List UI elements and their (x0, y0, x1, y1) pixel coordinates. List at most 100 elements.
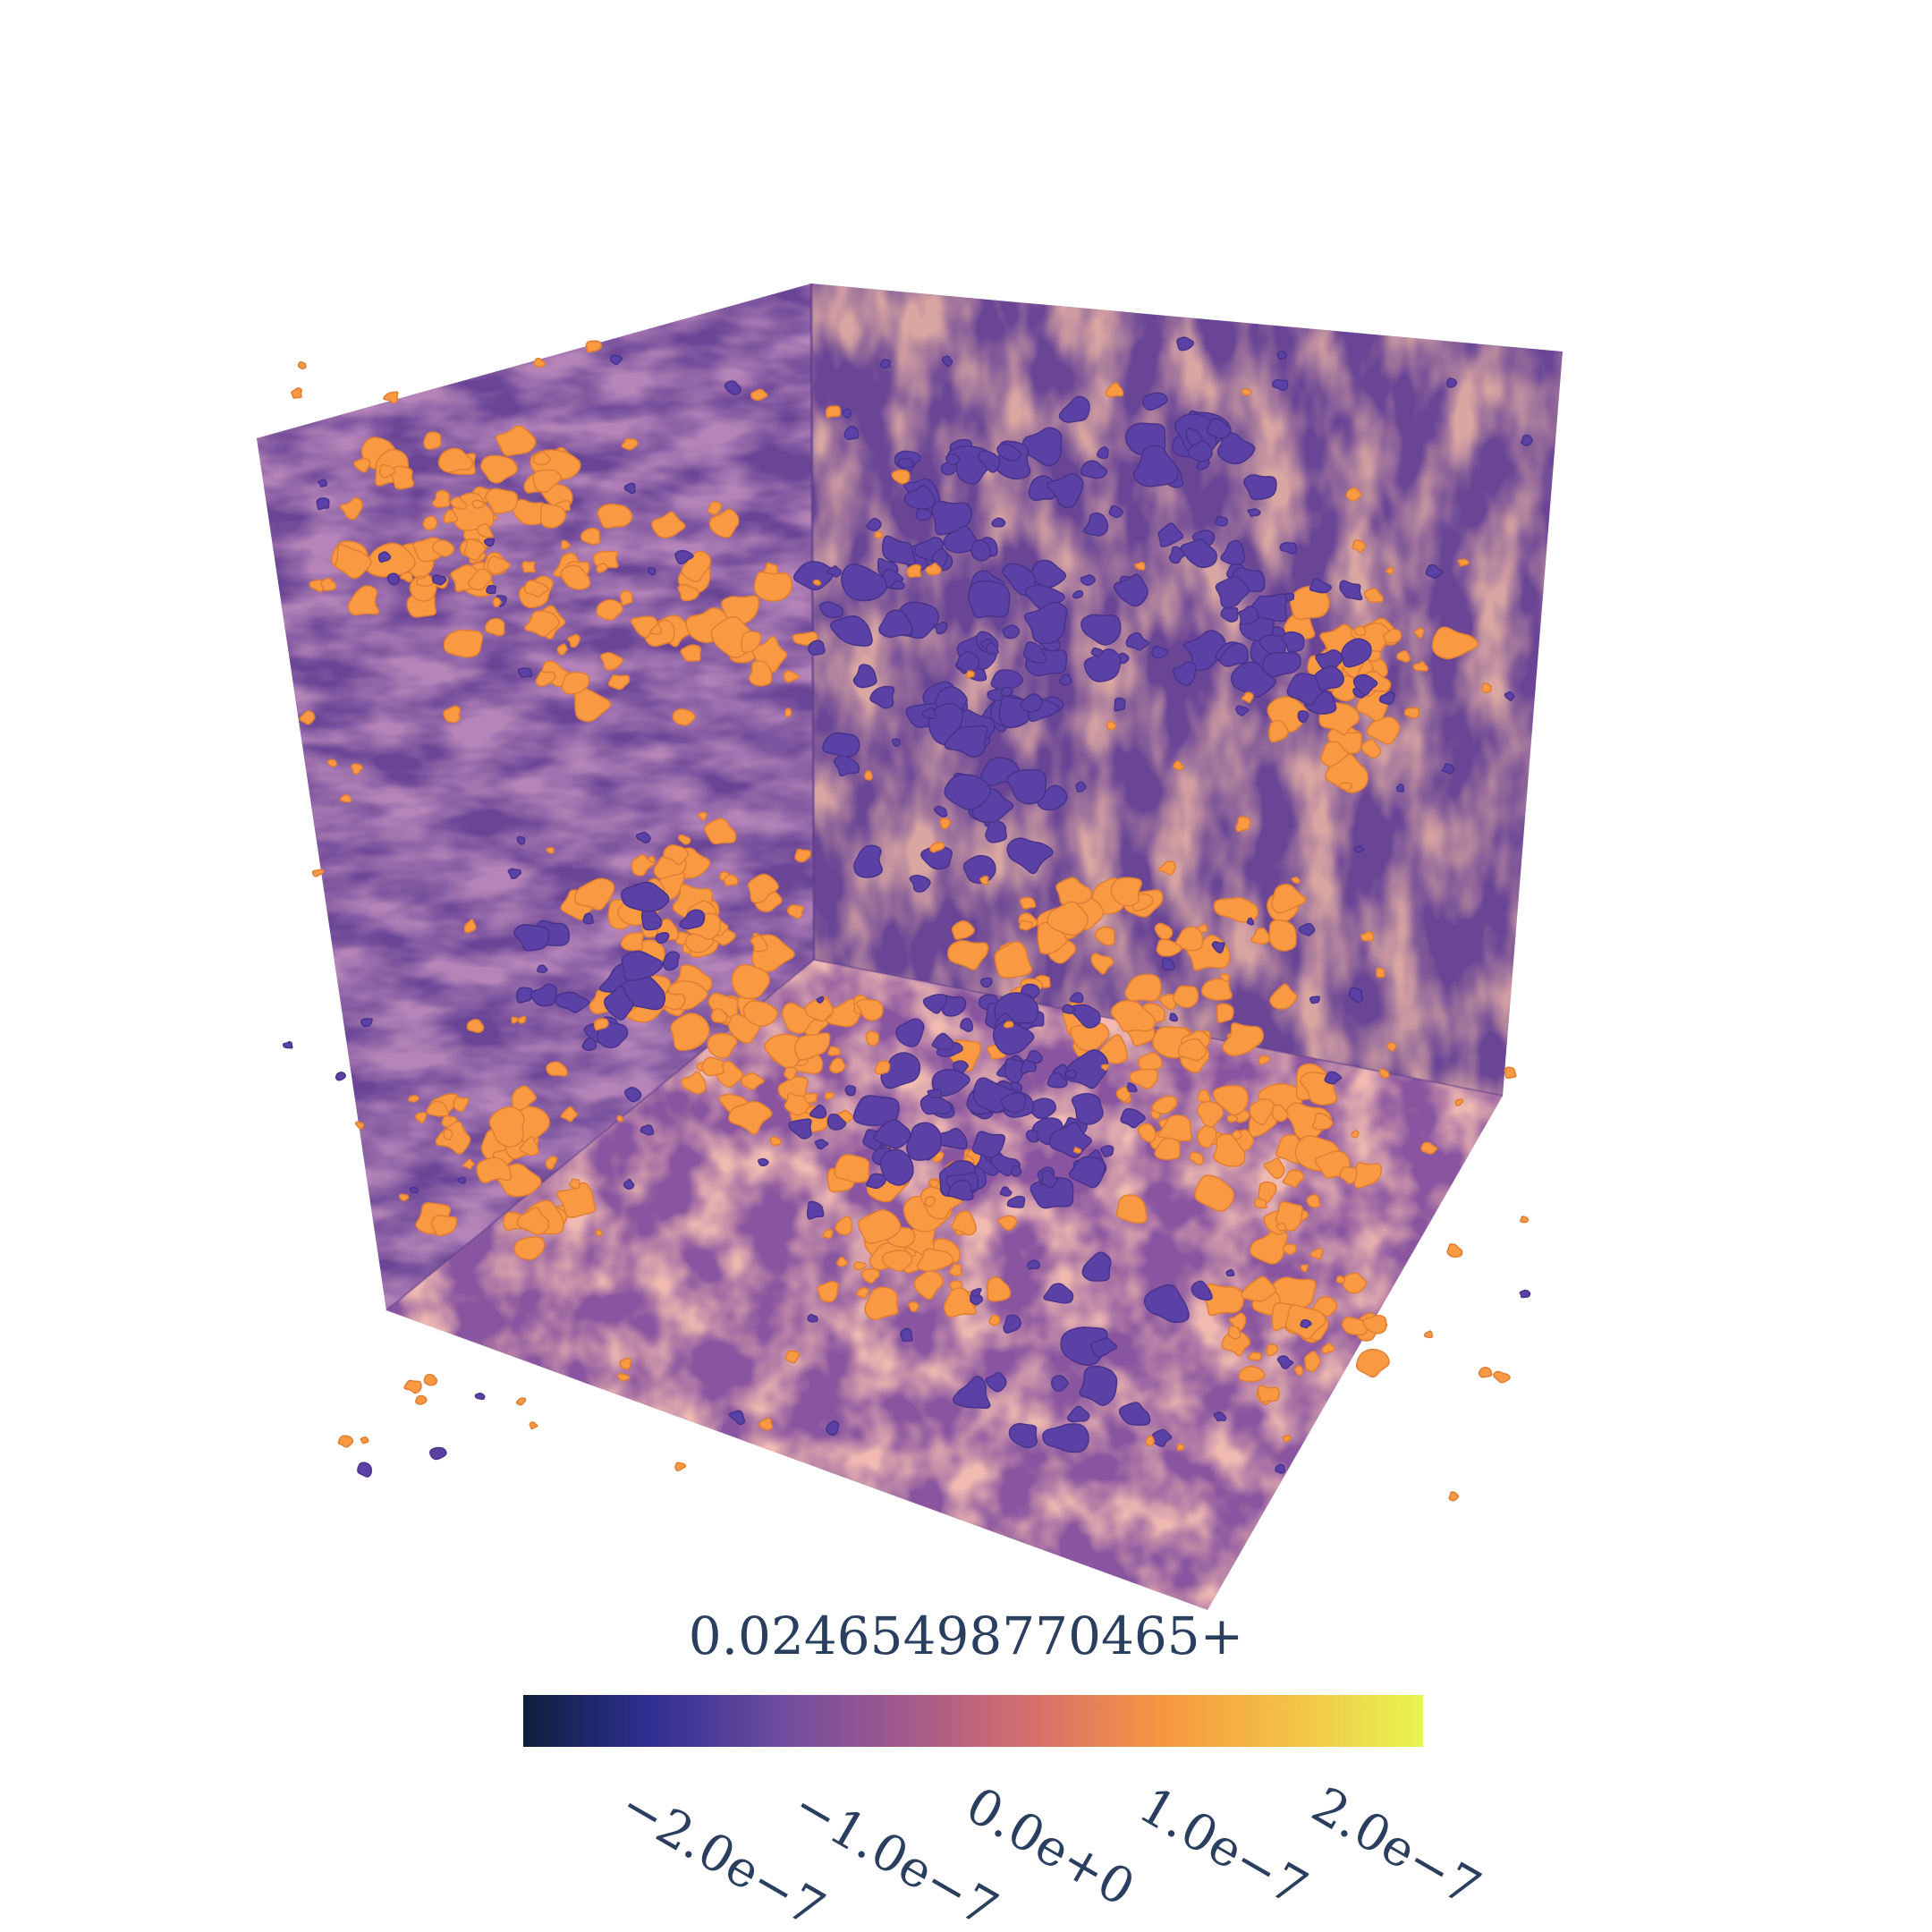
positive-isosurface-blob (354, 1121, 365, 1130)
negative-isosurface-blob (934, 805, 948, 818)
positive-isosurface-blob (784, 1350, 801, 1364)
positive-isosurface-blob (488, 1106, 525, 1148)
negative-isosurface-blob (1151, 645, 1169, 659)
positive-isosurface-blob (521, 561, 536, 573)
negative-isosurface-blob (816, 996, 825, 1004)
positive-isosurface-blob (450, 496, 468, 510)
positive-isosurface-blob (781, 1002, 818, 1035)
positive-isosurface-blob (1194, 1174, 1235, 1212)
negative-isosurface-blob (623, 482, 636, 495)
negative-isosurface-blob (1008, 1422, 1038, 1449)
positive-isosurface-blob (1291, 876, 1301, 885)
positive-isosurface-blob (1300, 1264, 1309, 1273)
negative-isosurface-blob (1341, 638, 1372, 668)
negative-isosurface-blob (866, 1173, 886, 1190)
positive-isosurface-blob (1173, 760, 1184, 771)
negative-isosurface-blob (582, 912, 594, 925)
positive-isosurface-blob (710, 1008, 728, 1023)
positive-isosurface-blob (1504, 1066, 1517, 1079)
positive-isosurface-blob (1412, 660, 1428, 672)
negative-isosurface-blob (623, 1087, 642, 1103)
positive-isosurface-blob (1046, 901, 1089, 936)
positive-isosurface-blob (948, 1263, 963, 1277)
positive-isosurface-blob (681, 550, 712, 582)
negative-isosurface-blob (1090, 1337, 1118, 1358)
positive-isosurface-blob (1189, 1151, 1204, 1166)
negative-isosurface-blob (906, 1122, 942, 1161)
negative-isosurface-blob (1064, 1069, 1078, 1080)
negative-isosurface-blob (945, 453, 961, 466)
positive-isosurface-blob (573, 877, 615, 911)
positive-isosurface-blob (487, 555, 511, 575)
positive-isosurface-blob (651, 511, 686, 538)
positive-isosurface-blob (1138, 1052, 1163, 1072)
positive-isosurface-blob (1105, 382, 1124, 398)
negative-isosurface-blob (377, 551, 392, 564)
positive-isosurface-blob (1293, 1365, 1304, 1377)
positive-isosurface-blob (415, 1112, 428, 1124)
negative-isosurface-blob (1114, 573, 1148, 607)
negative-isosurface-blob (985, 1371, 1007, 1393)
negative-isosurface-blob (1097, 446, 1109, 460)
positive-isosurface-blob (951, 1210, 977, 1236)
negative-isosurface-blob (866, 517, 882, 532)
positive-isosurface-blob (1202, 1283, 1245, 1317)
positive-isosurface-blob (462, 1158, 476, 1170)
positive-isosurface-blob (516, 1207, 550, 1235)
positive-isosurface-blob (596, 598, 623, 621)
positive-isosurface-blob (1520, 1216, 1530, 1224)
negative-isosurface-blob (1281, 631, 1305, 653)
positive-isosurface-blob (670, 1013, 710, 1052)
negative-isosurface-blob (1062, 1004, 1076, 1014)
negative-isosurface-blob (968, 580, 1011, 619)
positive-isosurface-blob (924, 1195, 936, 1208)
positive-isosurface-blob (422, 515, 438, 531)
positive-isosurface-blob (1446, 1242, 1463, 1258)
negative-isosurface-blob (1005, 768, 1047, 805)
negative-isosurface-blob (956, 651, 980, 674)
positive-isosurface-blob (928, 1179, 941, 1189)
positive-isosurface-blob (556, 643, 569, 656)
positive-isosurface-blob (677, 834, 691, 845)
positive-isosurface-blob (812, 579, 822, 586)
positive-isosurface-blob (1266, 1343, 1279, 1357)
negative-isosurface-blob (1075, 781, 1087, 792)
positive-isosurface-blob (443, 509, 459, 524)
negative-isosurface-blob (1048, 1122, 1092, 1158)
negative-isosurface-blob (952, 1375, 991, 1409)
positive-isosurface-blob (347, 585, 380, 616)
positive-isosurface-blob (677, 583, 700, 602)
positive-isosurface-blob (1345, 487, 1362, 502)
negative-isosurface-blob (604, 986, 634, 1021)
negative-isosurface-blob (842, 408, 852, 419)
positive-isosurface-blob (1354, 625, 1367, 637)
negative-isosurface-blob (1143, 1284, 1190, 1324)
positive-isosurface-blob (517, 1015, 527, 1024)
positive-isosurface-blob (1413, 627, 1425, 639)
negative-isosurface-blob (1120, 1107, 1146, 1129)
negative-isosurface-blob (1029, 1097, 1056, 1120)
negative-isosurface-blob (970, 1288, 982, 1298)
negative-isosurface-blob (1068, 1004, 1101, 1029)
negative-isosurface-blob (879, 1148, 914, 1186)
negative-isosurface-blob (840, 564, 889, 602)
negative-isosurface-blob (360, 1018, 373, 1028)
negative-isosurface-blob (1262, 651, 1302, 677)
negative-isosurface-blob (944, 724, 988, 758)
volume-plot-3d[interactable] (0, 0, 1932, 1610)
positive-isosurface-blob (523, 610, 560, 638)
positive-isosurface-blob (925, 563, 942, 576)
positive-isosurface-blob (1176, 1443, 1185, 1452)
negative-isosurface-blob (809, 1104, 827, 1119)
positive-isosurface-blob (484, 617, 505, 637)
positive-isosurface-blob (337, 1435, 354, 1448)
negative-isosurface-blob (1068, 1156, 1106, 1189)
negative-isosurface-blob (921, 707, 936, 719)
positive-isosurface-blob (1342, 1272, 1368, 1294)
negative-isosurface-blob (971, 1131, 1006, 1158)
negative-isosurface-blob (807, 1314, 818, 1323)
negative-isosurface-blob (822, 732, 860, 758)
positive-isosurface-blob (515, 1397, 527, 1406)
negative-isosurface-blob (1238, 606, 1259, 625)
positive-isosurface-blob (1241, 691, 1254, 704)
